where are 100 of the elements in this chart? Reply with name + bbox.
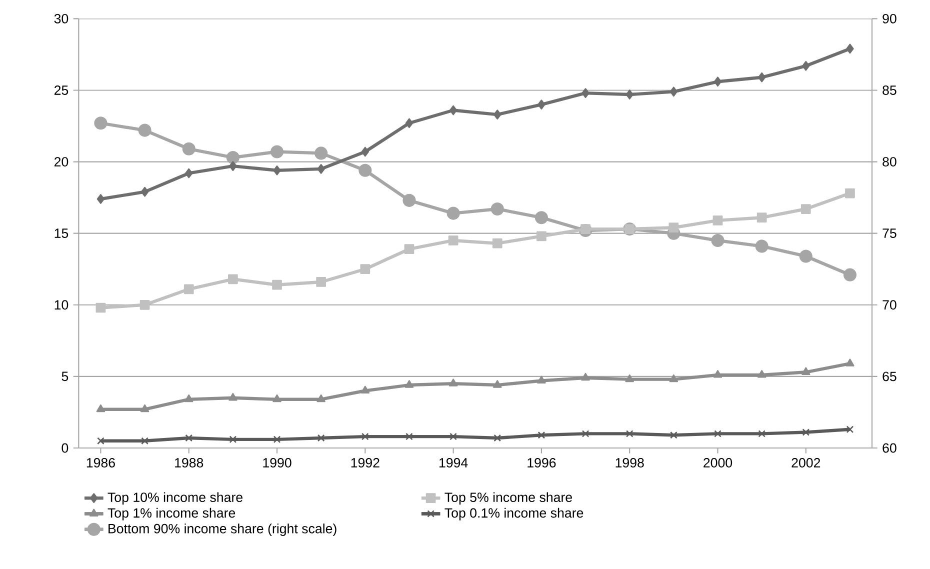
point bbox=[97, 437, 104, 445]
point bbox=[316, 277, 326, 287]
point bbox=[358, 164, 372, 177]
point bbox=[446, 206, 460, 220]
x-tick-label: 1988 bbox=[175, 458, 204, 468]
y2-tick-label: 65 bbox=[882, 372, 896, 382]
y2-tick-label: 60 bbox=[882, 443, 896, 453]
point bbox=[404, 380, 414, 388]
point bbox=[360, 264, 370, 274]
point bbox=[450, 432, 457, 440]
point bbox=[758, 72, 766, 82]
point bbox=[314, 146, 328, 160]
point bbox=[182, 142, 196, 156]
point bbox=[317, 434, 325, 442]
point bbox=[845, 188, 855, 198]
point bbox=[448, 236, 458, 246]
y-tick-label: 5 bbox=[62, 372, 68, 382]
point bbox=[272, 394, 282, 402]
point bbox=[184, 284, 194, 294]
point bbox=[799, 250, 812, 263]
point bbox=[184, 168, 193, 178]
point bbox=[846, 358, 854, 366]
point bbox=[361, 146, 370, 157]
point bbox=[625, 374, 634, 382]
point bbox=[140, 300, 150, 310]
y2-tick-label: 75 bbox=[882, 228, 896, 238]
point bbox=[493, 380, 502, 388]
point bbox=[670, 86, 678, 97]
x-tick-label: 1992 bbox=[351, 458, 380, 468]
point bbox=[626, 90, 634, 100]
point bbox=[626, 430, 634, 438]
point bbox=[185, 434, 193, 442]
point bbox=[669, 374, 678, 382]
point bbox=[316, 394, 326, 402]
point bbox=[800, 204, 811, 214]
y-tick-label: 30 bbox=[54, 14, 68, 24]
y-tick-label: 15 bbox=[54, 228, 68, 238]
point bbox=[449, 105, 458, 116]
point bbox=[138, 124, 152, 137]
y2-tick-label: 90 bbox=[882, 14, 896, 24]
point bbox=[494, 434, 502, 442]
legend-label: Top 10% income share bbox=[108, 492, 242, 505]
point bbox=[226, 150, 240, 164]
x-tick-label: 2002 bbox=[792, 458, 820, 468]
x-tick-label: 1996 bbox=[528, 458, 556, 468]
point bbox=[184, 394, 194, 402]
point bbox=[802, 428, 810, 436]
point bbox=[360, 386, 370, 394]
point bbox=[534, 211, 548, 224]
point bbox=[141, 437, 148, 445]
x-tick-label: 1986 bbox=[86, 458, 115, 468]
point bbox=[581, 372, 590, 381]
point bbox=[580, 224, 590, 234]
y-tick-label: 0 bbox=[62, 443, 68, 453]
point bbox=[538, 431, 546, 439]
point bbox=[802, 60, 810, 71]
point bbox=[448, 378, 458, 386]
x-tick-label: 1990 bbox=[263, 458, 292, 468]
point bbox=[538, 100, 546, 110]
y-tick-label: 20 bbox=[54, 157, 68, 166]
point bbox=[713, 370, 722, 378]
legend-label: Bottom 90% income share (right scale) bbox=[108, 524, 336, 536]
y-tick-label: 10 bbox=[54, 300, 68, 310]
legend-label: Top 0.1% income share bbox=[444, 508, 584, 520]
point bbox=[537, 376, 546, 384]
point bbox=[582, 88, 590, 98]
legend-label: Top 1% income share bbox=[108, 508, 236, 520]
point bbox=[405, 118, 414, 128]
point bbox=[228, 274, 238, 284]
point bbox=[714, 76, 722, 87]
y2-tick-label: 70 bbox=[882, 300, 896, 310]
y2-tick-label: 85 bbox=[882, 86, 896, 95]
point bbox=[714, 430, 722, 438]
point bbox=[406, 432, 413, 440]
point bbox=[755, 240, 768, 253]
point bbox=[846, 44, 854, 54]
point bbox=[228, 392, 238, 401]
point bbox=[402, 194, 416, 207]
point bbox=[140, 404, 150, 412]
x-tick-label: 1994 bbox=[439, 458, 468, 468]
point bbox=[272, 280, 282, 290]
point bbox=[96, 404, 106, 412]
point bbox=[802, 367, 810, 375]
point bbox=[670, 431, 678, 439]
point bbox=[668, 222, 679, 233]
y2-tick-label: 80 bbox=[882, 157, 896, 166]
point bbox=[843, 268, 857, 282]
point bbox=[712, 216, 723, 226]
point bbox=[756, 212, 767, 223]
point bbox=[757, 370, 766, 378]
point bbox=[96, 302, 106, 313]
y-tick-label: 25 bbox=[54, 86, 68, 95]
point bbox=[270, 145, 284, 158]
point bbox=[94, 116, 108, 130]
x-tick-label: 2000 bbox=[704, 458, 732, 468]
point bbox=[140, 186, 149, 197]
point bbox=[273, 436, 281, 444]
point bbox=[273, 165, 281, 176]
legend-label: Top 5% income share bbox=[444, 492, 572, 505]
point bbox=[711, 234, 724, 248]
